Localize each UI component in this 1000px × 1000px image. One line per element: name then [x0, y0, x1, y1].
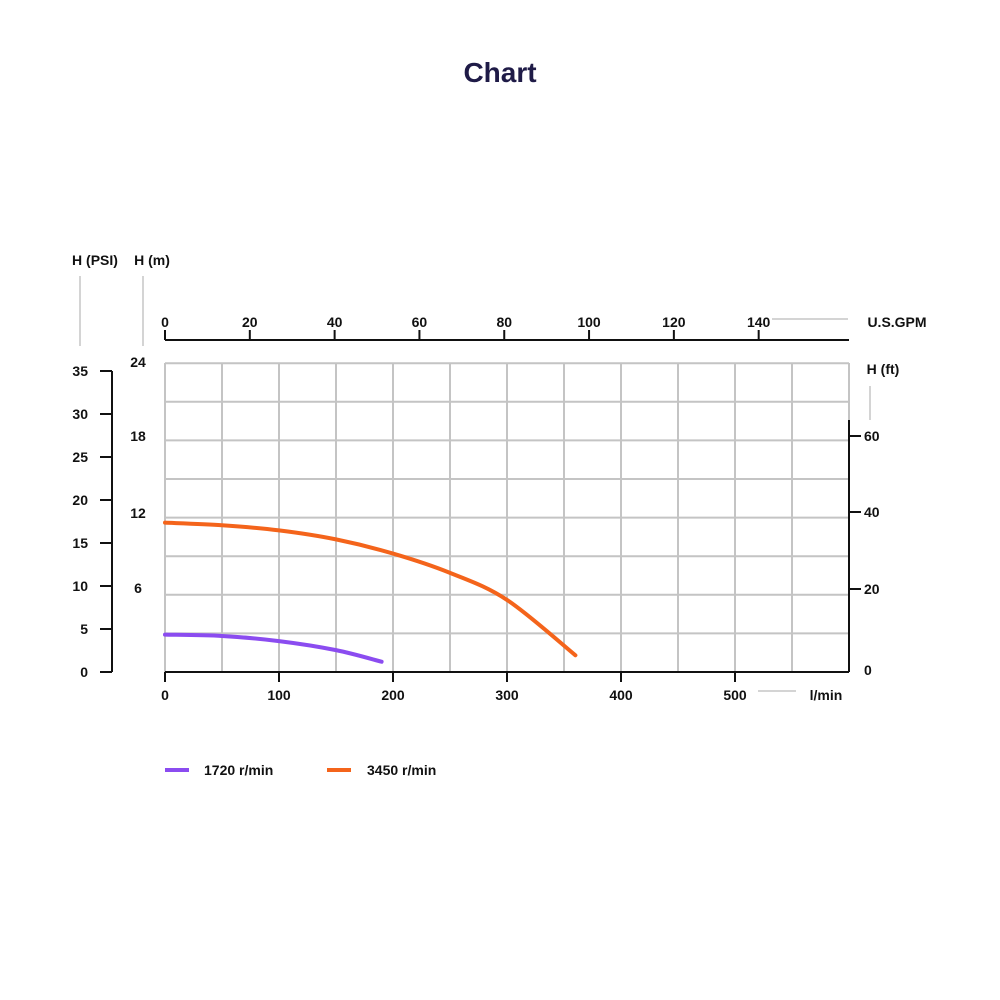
- m-tick-label: 12: [130, 505, 146, 521]
- x-axis-lmin-label: l/min: [810, 687, 843, 703]
- x-tick-label: 200: [381, 687, 405, 703]
- ft-tick-label: 0: [864, 662, 872, 678]
- x-tick-label: 500: [723, 687, 747, 703]
- legend-label-3450: 3450 r/min: [367, 762, 436, 778]
- legend: 1720 r/min 3450 r/min: [165, 762, 436, 778]
- x-axis-gpm-label: U.S.GPM: [867, 314, 926, 330]
- top-tick-label: 0: [161, 314, 169, 330]
- series-line-3450: [163, 520, 578, 658]
- top-tick-label: 140: [747, 314, 771, 330]
- chart-grid: [164, 362, 850, 673]
- top-tick-label: 40: [327, 314, 343, 330]
- x-tick-label: 100: [267, 687, 291, 703]
- psi-tick-label: 10: [72, 578, 88, 594]
- series-line-1720: [163, 632, 384, 664]
- y-axis-ft-label: H (ft): [867, 361, 900, 377]
- psi-tick-label: 5: [80, 621, 88, 637]
- x-tick-label: 0: [161, 687, 169, 703]
- top-tick-label: 100: [577, 314, 601, 330]
- y-axis-psi-label: H (PSI): [72, 252, 118, 268]
- ft-tick-label: 60: [864, 428, 880, 444]
- m-tick-label: 18: [130, 428, 146, 444]
- x-tick-label: 300: [495, 687, 519, 703]
- y-axis-m-label: H (m): [134, 252, 170, 268]
- x-tick-label: 400: [609, 687, 633, 703]
- psi-tick-label: 25: [72, 449, 88, 465]
- legend-label-1720: 1720 r/min: [204, 762, 273, 778]
- psi-tick-label: 30: [72, 406, 88, 422]
- psi-tick-label: 35: [72, 363, 88, 379]
- top-tick-label: 60: [412, 314, 428, 330]
- top-tick-label: 120: [662, 314, 686, 330]
- ft-tick-label: 20: [864, 581, 880, 597]
- psi-tick-label: 0: [80, 664, 88, 680]
- m-tick-label: 6: [134, 580, 142, 596]
- top-tick-label: 80: [496, 314, 512, 330]
- chart-series: [163, 520, 578, 664]
- chart-title: Chart: [463, 57, 536, 88]
- psi-tick-label: 15: [72, 535, 88, 551]
- ft-tick-label: 40: [864, 504, 880, 520]
- m-tick-label: 24: [130, 354, 146, 370]
- top-tick-label: 20: [242, 314, 258, 330]
- psi-tick-label: 20: [72, 492, 88, 508]
